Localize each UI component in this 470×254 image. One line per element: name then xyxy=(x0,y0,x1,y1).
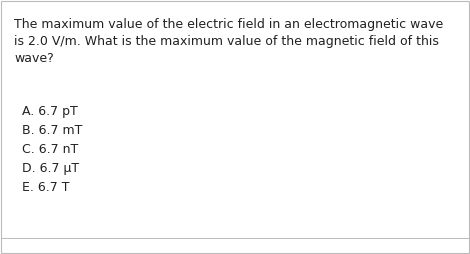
Text: A. 6.7 pT: A. 6.7 pT xyxy=(22,105,78,118)
Text: is 2.0 V/m. What is the maximum value of the magnetic field of this: is 2.0 V/m. What is the maximum value of… xyxy=(14,35,439,48)
Text: wave?: wave? xyxy=(14,52,54,65)
Text: E. 6.7 T: E. 6.7 T xyxy=(22,181,70,194)
Text: D. 6.7 μT: D. 6.7 μT xyxy=(22,162,79,175)
Text: B. 6.7 mT: B. 6.7 mT xyxy=(22,124,82,137)
Text: C. 6.7 nT: C. 6.7 nT xyxy=(22,143,78,156)
Text: The maximum value of the electric field in an electromagnetic wave: The maximum value of the electric field … xyxy=(14,18,443,31)
